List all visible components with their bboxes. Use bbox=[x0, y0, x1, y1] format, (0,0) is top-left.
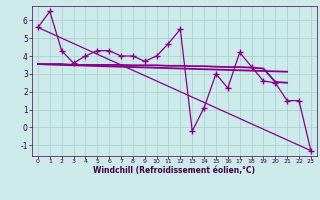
X-axis label: Windchill (Refroidissement éolien,°C): Windchill (Refroidissement éolien,°C) bbox=[93, 166, 255, 175]
